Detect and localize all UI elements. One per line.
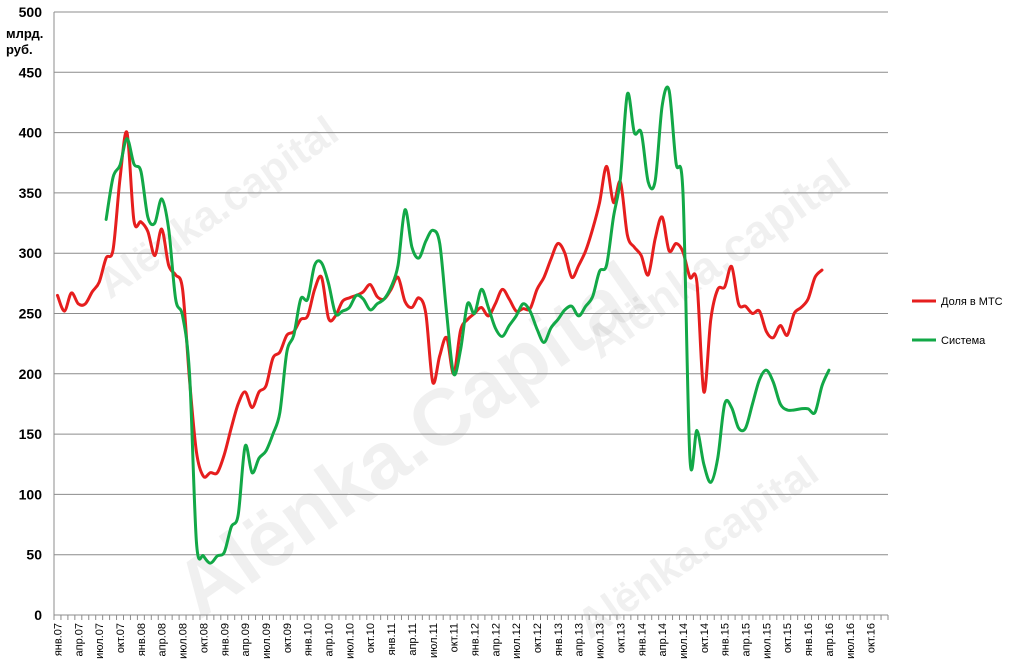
x-tick-label: янв.13 <box>553 623 565 656</box>
x-tick-label: янв.08 <box>136 623 148 656</box>
x-tick-label: апр.09 <box>240 623 252 656</box>
y-tick-label: 200 <box>19 366 43 382</box>
x-tick-label: янв.16 <box>803 623 815 656</box>
x-tick-label: апр.10 <box>324 623 336 656</box>
y-tick-label: 0 <box>34 607 42 623</box>
x-tick-label: янв.09 <box>219 623 231 656</box>
watermark-text: Alënka.Capital <box>159 245 662 634</box>
x-tick-label: янв.12 <box>469 623 481 656</box>
x-tick-label: июл.15 <box>761 623 773 659</box>
watermark-text: Alënka.capital <box>568 447 826 648</box>
x-tick-label: апр.15 <box>741 623 753 656</box>
series-line-sistema <box>104 85 831 565</box>
axis-layer: млрд. руб. 0 50 100 150 200 250 300 350 400 450 50… <box>6 4 889 659</box>
series-layer <box>55 85 831 565</box>
y-tick-label: 450 <box>19 64 43 80</box>
x-tick-label: окт.09 <box>282 623 294 653</box>
x-tick-label: окт.14 <box>699 623 711 653</box>
x-tick-label: июл.09 <box>261 623 273 659</box>
x-tick-label: янв.15 <box>720 623 732 656</box>
x-tick-label: апр.08 <box>157 623 169 656</box>
y-tick-label: 150 <box>19 426 43 442</box>
x-tick-label: июл.12 <box>511 623 523 659</box>
x-tick-label: окт.07 <box>115 623 127 653</box>
x-tick-label: апр.13 <box>574 623 586 656</box>
x-tick-label: июл.08 <box>178 623 190 659</box>
x-tick-label: апр.16 <box>824 623 836 656</box>
x-tick-label: апр.14 <box>657 623 669 656</box>
x-tick-label: июл.16 <box>845 623 857 659</box>
x-tick-label: янв.07 <box>52 623 64 656</box>
y-unit-label-line1: млрд. <box>6 26 43 41</box>
x-tick-label: июл.14 <box>678 623 690 659</box>
y-tick-label: 350 <box>19 185 43 201</box>
x-tick-label: янв.11 <box>386 623 398 655</box>
y-tick-label: 400 <box>19 125 43 141</box>
x-tick-label: окт.08 <box>198 623 210 653</box>
y-tick-label: 300 <box>19 245 43 261</box>
legend-item-sistema: Система <box>912 335 986 347</box>
series-line-mts <box>55 130 824 479</box>
x-tick-label: окт.13 <box>615 623 627 653</box>
grid-layer <box>54 11 888 616</box>
y-tick-label: 250 <box>19 306 43 322</box>
x-tick-label: окт.12 <box>532 623 544 653</box>
y-unit-label-line2: руб. <box>6 42 33 57</box>
legend-item-mts: Доля в МТС <box>912 296 1003 308</box>
x-tick-label: окт.10 <box>365 623 377 653</box>
x-tick-label: июл.13 <box>595 623 607 659</box>
x-tick-label: июл.07 <box>94 623 106 659</box>
x-tick-label: апр.07 <box>73 623 85 656</box>
x-tick-label: янв.10 <box>303 623 315 656</box>
x-tick-label: июл.11 <box>428 623 440 658</box>
y-tick-label: 100 <box>19 486 43 502</box>
x-tick-label: апр.12 <box>490 623 502 656</box>
legend: Доля в МТС Система <box>912 296 1003 347</box>
legend-label-mts: Доля в МТС <box>941 296 1003 308</box>
x-tick-label: окт.11 <box>449 623 461 652</box>
x-tick-label: апр.11 <box>407 623 419 656</box>
legend-label-sistema: Система <box>941 335 986 347</box>
x-tick-label: окт.16 <box>866 623 878 653</box>
y-tick-label: 50 <box>26 547 42 563</box>
x-tick-label: июл.10 <box>344 623 356 659</box>
x-tick-label: янв.14 <box>636 623 648 656</box>
watermark-layer: Alënka.capital Alënka.capital Alënka.cap… <box>88 107 859 648</box>
x-tick-label: окт.15 <box>782 623 794 653</box>
y-tick-label: 500 <box>19 4 43 20</box>
